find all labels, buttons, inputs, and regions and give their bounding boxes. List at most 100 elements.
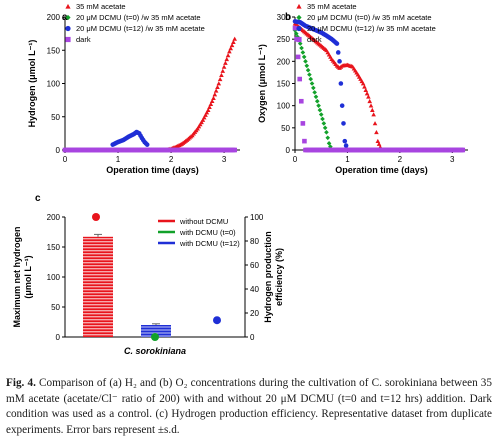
data-point bbox=[316, 103, 321, 108]
data-point bbox=[334, 41, 340, 46]
y-axis-label: Oxygen (μmol L⁻¹) bbox=[257, 44, 267, 123]
data-point bbox=[224, 56, 230, 62]
data-point bbox=[335, 50, 341, 55]
legend-marker bbox=[296, 36, 302, 43]
panel-label-b: b bbox=[285, 12, 291, 23]
y2-tick-label: 60 bbox=[250, 261, 259, 270]
data-point bbox=[325, 135, 331, 141]
legend-label: 20 μM DCMU (t=12) /w 35 mM acetate bbox=[76, 24, 205, 33]
data-point bbox=[201, 115, 207, 120]
y-tick-label: 100 bbox=[277, 102, 291, 111]
x-tick-label: 1 bbox=[345, 155, 350, 164]
data-point bbox=[375, 138, 381, 143]
x-tick-label: 0 bbox=[293, 155, 298, 164]
data-point bbox=[229, 42, 235, 48]
legend-label: 20 μM DCMU (t=0) /w 35 mM acetate bbox=[307, 13, 432, 22]
caption-figure-number: Fig. 4. bbox=[6, 377, 36, 389]
efficiency-point bbox=[151, 333, 159, 341]
data-point bbox=[204, 110, 210, 115]
data-point bbox=[328, 144, 333, 149]
y-tick-label: 50 bbox=[51, 303, 60, 312]
chart-c: 0 50 100 150 200 0 20 40 60 80 100 c C. sorokiniana M… bbox=[12, 193, 284, 356]
data-point bbox=[308, 76, 314, 82]
data-point bbox=[292, 25, 298, 31]
data-point bbox=[374, 129, 379, 135]
data-point bbox=[314, 98, 320, 104]
data-point bbox=[295, 54, 301, 60]
y-axis-label-line: Maximum net hydrogen bbox=[12, 226, 22, 327]
y-tick-label: 200 bbox=[277, 57, 291, 66]
legend-marker bbox=[296, 3, 302, 9]
data-point bbox=[225, 53, 231, 58]
x-tick-label: 3 bbox=[450, 155, 455, 164]
data-point bbox=[232, 36, 237, 41]
data-point bbox=[320, 116, 325, 122]
x-tick-label: 3 bbox=[222, 155, 227, 164]
series-3 bbox=[62, 147, 237, 153]
x-tick-label: 1 bbox=[116, 155, 121, 164]
legend-label: with DCMU (t=12) bbox=[179, 239, 240, 248]
x-axis-label: Operation time (days) bbox=[335, 165, 428, 175]
data-point bbox=[321, 121, 327, 126]
y2-tick-label: 40 bbox=[250, 285, 259, 294]
data-point bbox=[363, 87, 369, 92]
y2-axis-label-line: efficiency (%) bbox=[274, 248, 284, 306]
data-point bbox=[304, 63, 310, 69]
legend-label: without DCMU bbox=[179, 217, 228, 226]
data-point bbox=[231, 39, 236, 44]
data-point bbox=[305, 67, 311, 73]
y2-axis-label-line: Hydrogen production bbox=[263, 231, 273, 323]
data-point bbox=[302, 138, 307, 144]
data-point bbox=[205, 107, 211, 112]
legend-marker bbox=[65, 25, 71, 32]
series-2 bbox=[110, 129, 150, 147]
data-point bbox=[227, 49, 232, 54]
data-point bbox=[367, 98, 373, 104]
data-point bbox=[203, 112, 208, 117]
data-point bbox=[297, 76, 303, 82]
y2-axis-label: Hydrogen productionefficiency (%) bbox=[263, 231, 284, 323]
data-point bbox=[309, 81, 315, 86]
series-1 bbox=[292, 28, 466, 153]
y-tick-label: 150 bbox=[47, 46, 61, 55]
y-tick-label: 100 bbox=[47, 80, 61, 89]
y-axis-label: Maximum net hydrogen(μmol L⁻¹) bbox=[12, 226, 33, 327]
data-point bbox=[371, 112, 376, 117]
y-tick-label: 150 bbox=[47, 243, 61, 252]
data-point bbox=[342, 138, 348, 144]
chart-b: 0 50 100 150 200 250 300 0 1 2 3 Operation time (da… bbox=[257, 2, 468, 175]
data-point bbox=[339, 103, 345, 108]
y2-tick-label: 20 bbox=[250, 309, 259, 318]
data-point bbox=[221, 64, 227, 69]
data-point bbox=[318, 112, 324, 117]
legend-marker bbox=[65, 14, 71, 21]
y-tick-label: 0 bbox=[56, 333, 61, 342]
x-tick-label: 2 bbox=[398, 155, 403, 164]
legend-label: 35 mM acetate bbox=[76, 2, 126, 11]
data-point bbox=[197, 122, 203, 127]
data-point bbox=[213, 88, 219, 93]
chart-a: 0 50 100 150 200 0 1 2 3 Operation time (days) Hyd… bbox=[27, 2, 240, 175]
data-point bbox=[338, 81, 344, 86]
y-tick-label: 150 bbox=[277, 80, 291, 89]
data-point bbox=[212, 92, 218, 97]
caption-text: Comparison of (a) H₂ and (b) O₂ concentr… bbox=[6, 377, 492, 436]
legend-marker bbox=[65, 3, 71, 9]
x-tick-label: 2 bbox=[169, 155, 174, 164]
data-point bbox=[207, 104, 212, 109]
panel-label-a: a bbox=[62, 12, 68, 23]
data-point bbox=[228, 46, 234, 51]
data-point bbox=[297, 41, 303, 46]
data-point bbox=[232, 147, 237, 153]
data-point bbox=[216, 81, 222, 86]
data-point bbox=[300, 50, 306, 55]
data-point bbox=[211, 95, 216, 100]
y-tick-label: 0 bbox=[286, 146, 291, 155]
y-tick-label: 200 bbox=[47, 213, 61, 222]
data-point bbox=[460, 147, 466, 153]
legend-marker bbox=[296, 14, 302, 21]
figure-caption: Fig. 4. Comparison of (a) H₂ and (b) O₂ … bbox=[6, 376, 492, 438]
data-point bbox=[223, 60, 228, 65]
data-point bbox=[199, 119, 204, 125]
